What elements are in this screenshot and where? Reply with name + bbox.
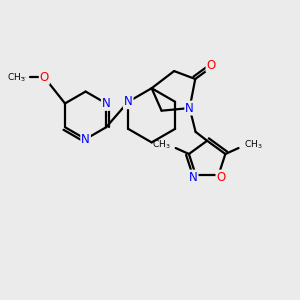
Text: N: N xyxy=(81,133,90,146)
Text: N: N xyxy=(102,97,111,110)
Text: N: N xyxy=(189,171,198,184)
Text: O: O xyxy=(216,171,226,184)
Text: O: O xyxy=(206,58,216,72)
Text: N: N xyxy=(185,102,194,115)
Text: CH$_3$: CH$_3$ xyxy=(152,139,171,151)
Text: CH$_3$: CH$_3$ xyxy=(7,71,25,84)
Text: methoxy: methoxy xyxy=(20,77,27,78)
Text: N: N xyxy=(124,95,133,108)
Text: O: O xyxy=(40,71,49,84)
Text: CH$_3$: CH$_3$ xyxy=(244,139,262,151)
